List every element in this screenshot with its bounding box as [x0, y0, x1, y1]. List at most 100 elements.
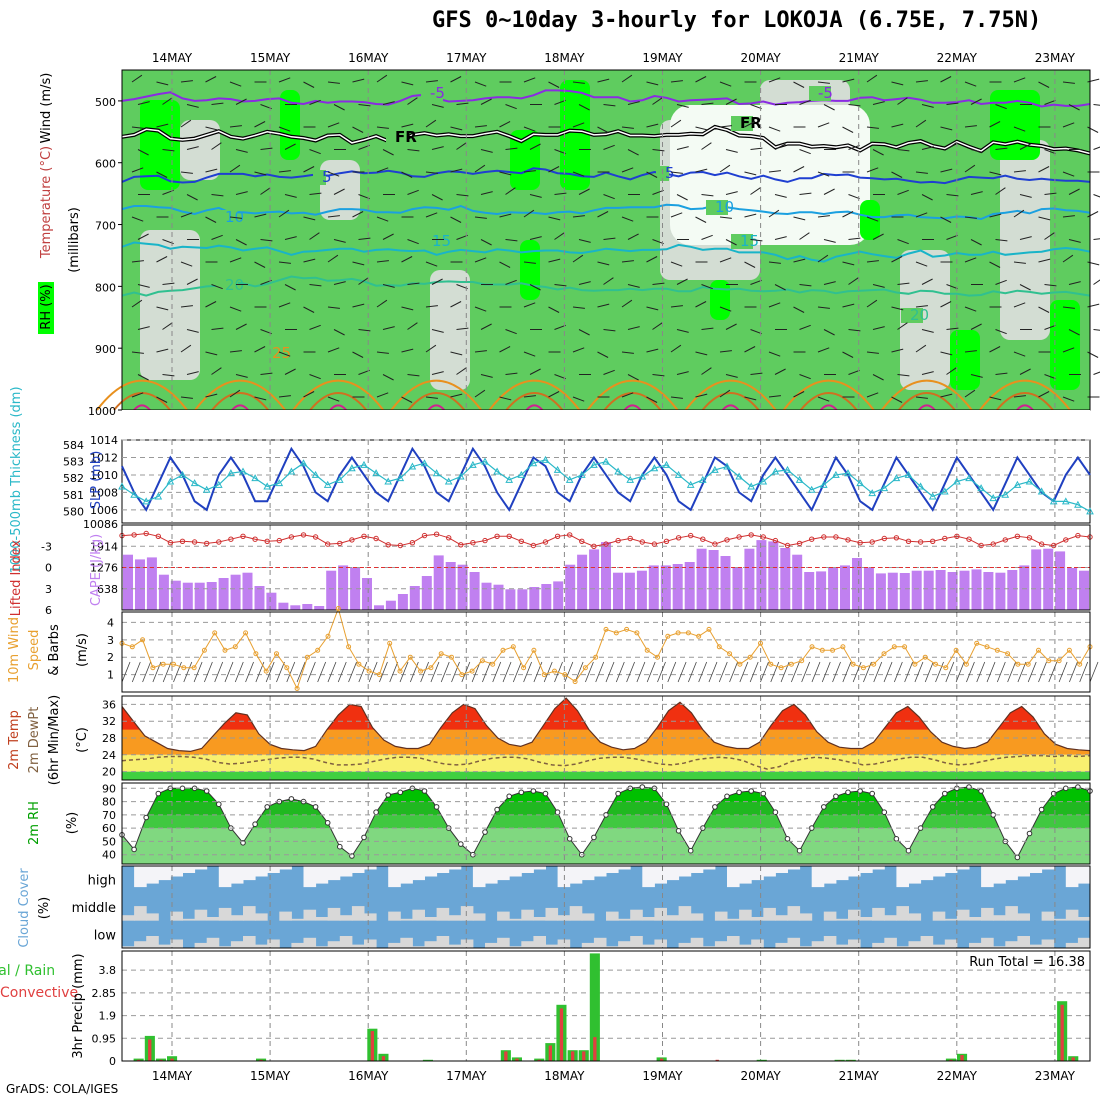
wind-barb	[1062, 122, 1075, 128]
rh2m-marker	[772, 809, 779, 816]
wind-barb	[401, 123, 414, 128]
wind-barb	[964, 257, 977, 263]
rh2m-ylabel-units: (%)	[65, 812, 80, 835]
wind-barb	[284, 368, 296, 375]
li-marker	[784, 542, 791, 549]
rh2m-marker	[893, 836, 900, 842]
wind-barb	[578, 329, 590, 336]
wind-barb	[1093, 146, 1100, 150]
wind-barb	[701, 367, 712, 375]
cloud-mid-gap	[884, 915, 897, 921]
wind-barb	[793, 166, 805, 173]
wind-barb	[848, 237, 861, 240]
wind-barb	[768, 170, 781, 173]
thickness-marker	[444, 477, 453, 485]
wind-barb	[676, 329, 689, 333]
li-marker	[143, 530, 149, 537]
slp-panel-frame	[121, 439, 1091, 524]
wind-barb	[554, 324, 566, 330]
cape-bar	[505, 589, 516, 610]
wind-barb	[327, 81, 340, 84]
cape-bar	[1007, 570, 1018, 610]
cape-bar	[374, 605, 384, 610]
wind-barb	[823, 239, 836, 243]
surface-wind-barb	[976, 661, 986, 683]
li-marker	[857, 540, 863, 546]
cloud-low-gap	[1029, 944, 1043, 948]
cape-bar	[481, 582, 492, 610]
wind-barb	[940, 168, 953, 173]
wind-barb	[725, 239, 737, 246]
thickness-marker	[723, 462, 731, 470]
li-marker	[1038, 541, 1045, 547]
precip-convective-bar	[148, 1039, 152, 1061]
wind-barb	[915, 261, 928, 267]
rh2m-marker	[143, 814, 149, 821]
wind-barb	[278, 126, 291, 132]
surface-wind-barb	[276, 661, 285, 683]
rh2m-marker	[506, 793, 513, 800]
li-marker	[748, 532, 754, 538]
cloud-high-gap	[763, 866, 776, 877]
wind-barb	[768, 302, 781, 308]
thickness-marker	[1074, 500, 1082, 508]
wind-barb	[774, 284, 786, 291]
wind-barb	[309, 149, 321, 155]
isotherm-35	[623, 404, 642, 411]
wind-barb	[1038, 216, 1051, 221]
wind-speed-marker	[222, 647, 228, 653]
li-marker	[385, 542, 391, 548]
wind-barb	[407, 282, 420, 285]
thickness-marker	[819, 480, 828, 488]
wind-barb	[964, 306, 977, 312]
wind-barb	[450, 301, 462, 308]
wind-barb	[603, 104, 616, 107]
wind-barb	[382, 284, 395, 288]
wind-barb	[1087, 303, 1100, 308]
wind-barb	[793, 306, 805, 313]
cape-bar	[146, 557, 157, 610]
surface-wind-barb	[626, 661, 635, 683]
isotherm-25	[979, 379, 1071, 411]
thickness-marker	[396, 474, 405, 482]
wind-barb	[940, 301, 952, 308]
day-label-top: 20MAY	[740, 51, 781, 65]
wind-barb	[131, 74, 143, 83]
wind-barb	[578, 104, 590, 111]
wind-barb	[235, 149, 248, 153]
cloud-mid-gap	[1053, 918, 1067, 921]
wind-barb	[597, 303, 610, 308]
wind-speed-marker	[1056, 658, 1062, 664]
wind-speed-marker	[994, 647, 1000, 653]
wind-barb	[505, 104, 517, 110]
wind-barb	[946, 102, 959, 105]
rh-legend-swatch	[38, 282, 54, 334]
cloud-low-gap	[848, 939, 861, 948]
wind-barb	[652, 239, 664, 245]
wind-barb	[799, 324, 811, 330]
cape-bar	[242, 572, 253, 610]
wind-barb	[1062, 171, 1075, 177]
day-label-bottom: 14MAY	[152, 1069, 193, 1083]
cloud-high-gap	[509, 866, 522, 877]
wind-barb	[376, 260, 389, 263]
wind-barb	[229, 350, 242, 353]
wind-barb	[725, 374, 738, 378]
cloud-low-gap	[146, 936, 159, 948]
precip-convective-bar	[159, 1059, 163, 1061]
cloud-low-gap	[364, 939, 377, 948]
wind-barb	[719, 81, 732, 87]
wind-barb	[989, 261, 1001, 268]
isotherm-line	[121, 89, 1091, 108]
cloud-low-gap	[255, 944, 268, 948]
wind-speed-marker	[974, 640, 980, 646]
surface-wind-barb	[688, 661, 697, 683]
rh2m-marker	[288, 796, 295, 802]
li-marker	[409, 540, 416, 546]
wind-barb	[921, 329, 934, 333]
surface-wind-barb	[842, 661, 852, 683]
li-marker	[1002, 537, 1008, 543]
cloud-mid-gap	[194, 909, 208, 921]
cape-bar	[816, 571, 827, 610]
cloud-high-gap	[944, 866, 958, 873]
